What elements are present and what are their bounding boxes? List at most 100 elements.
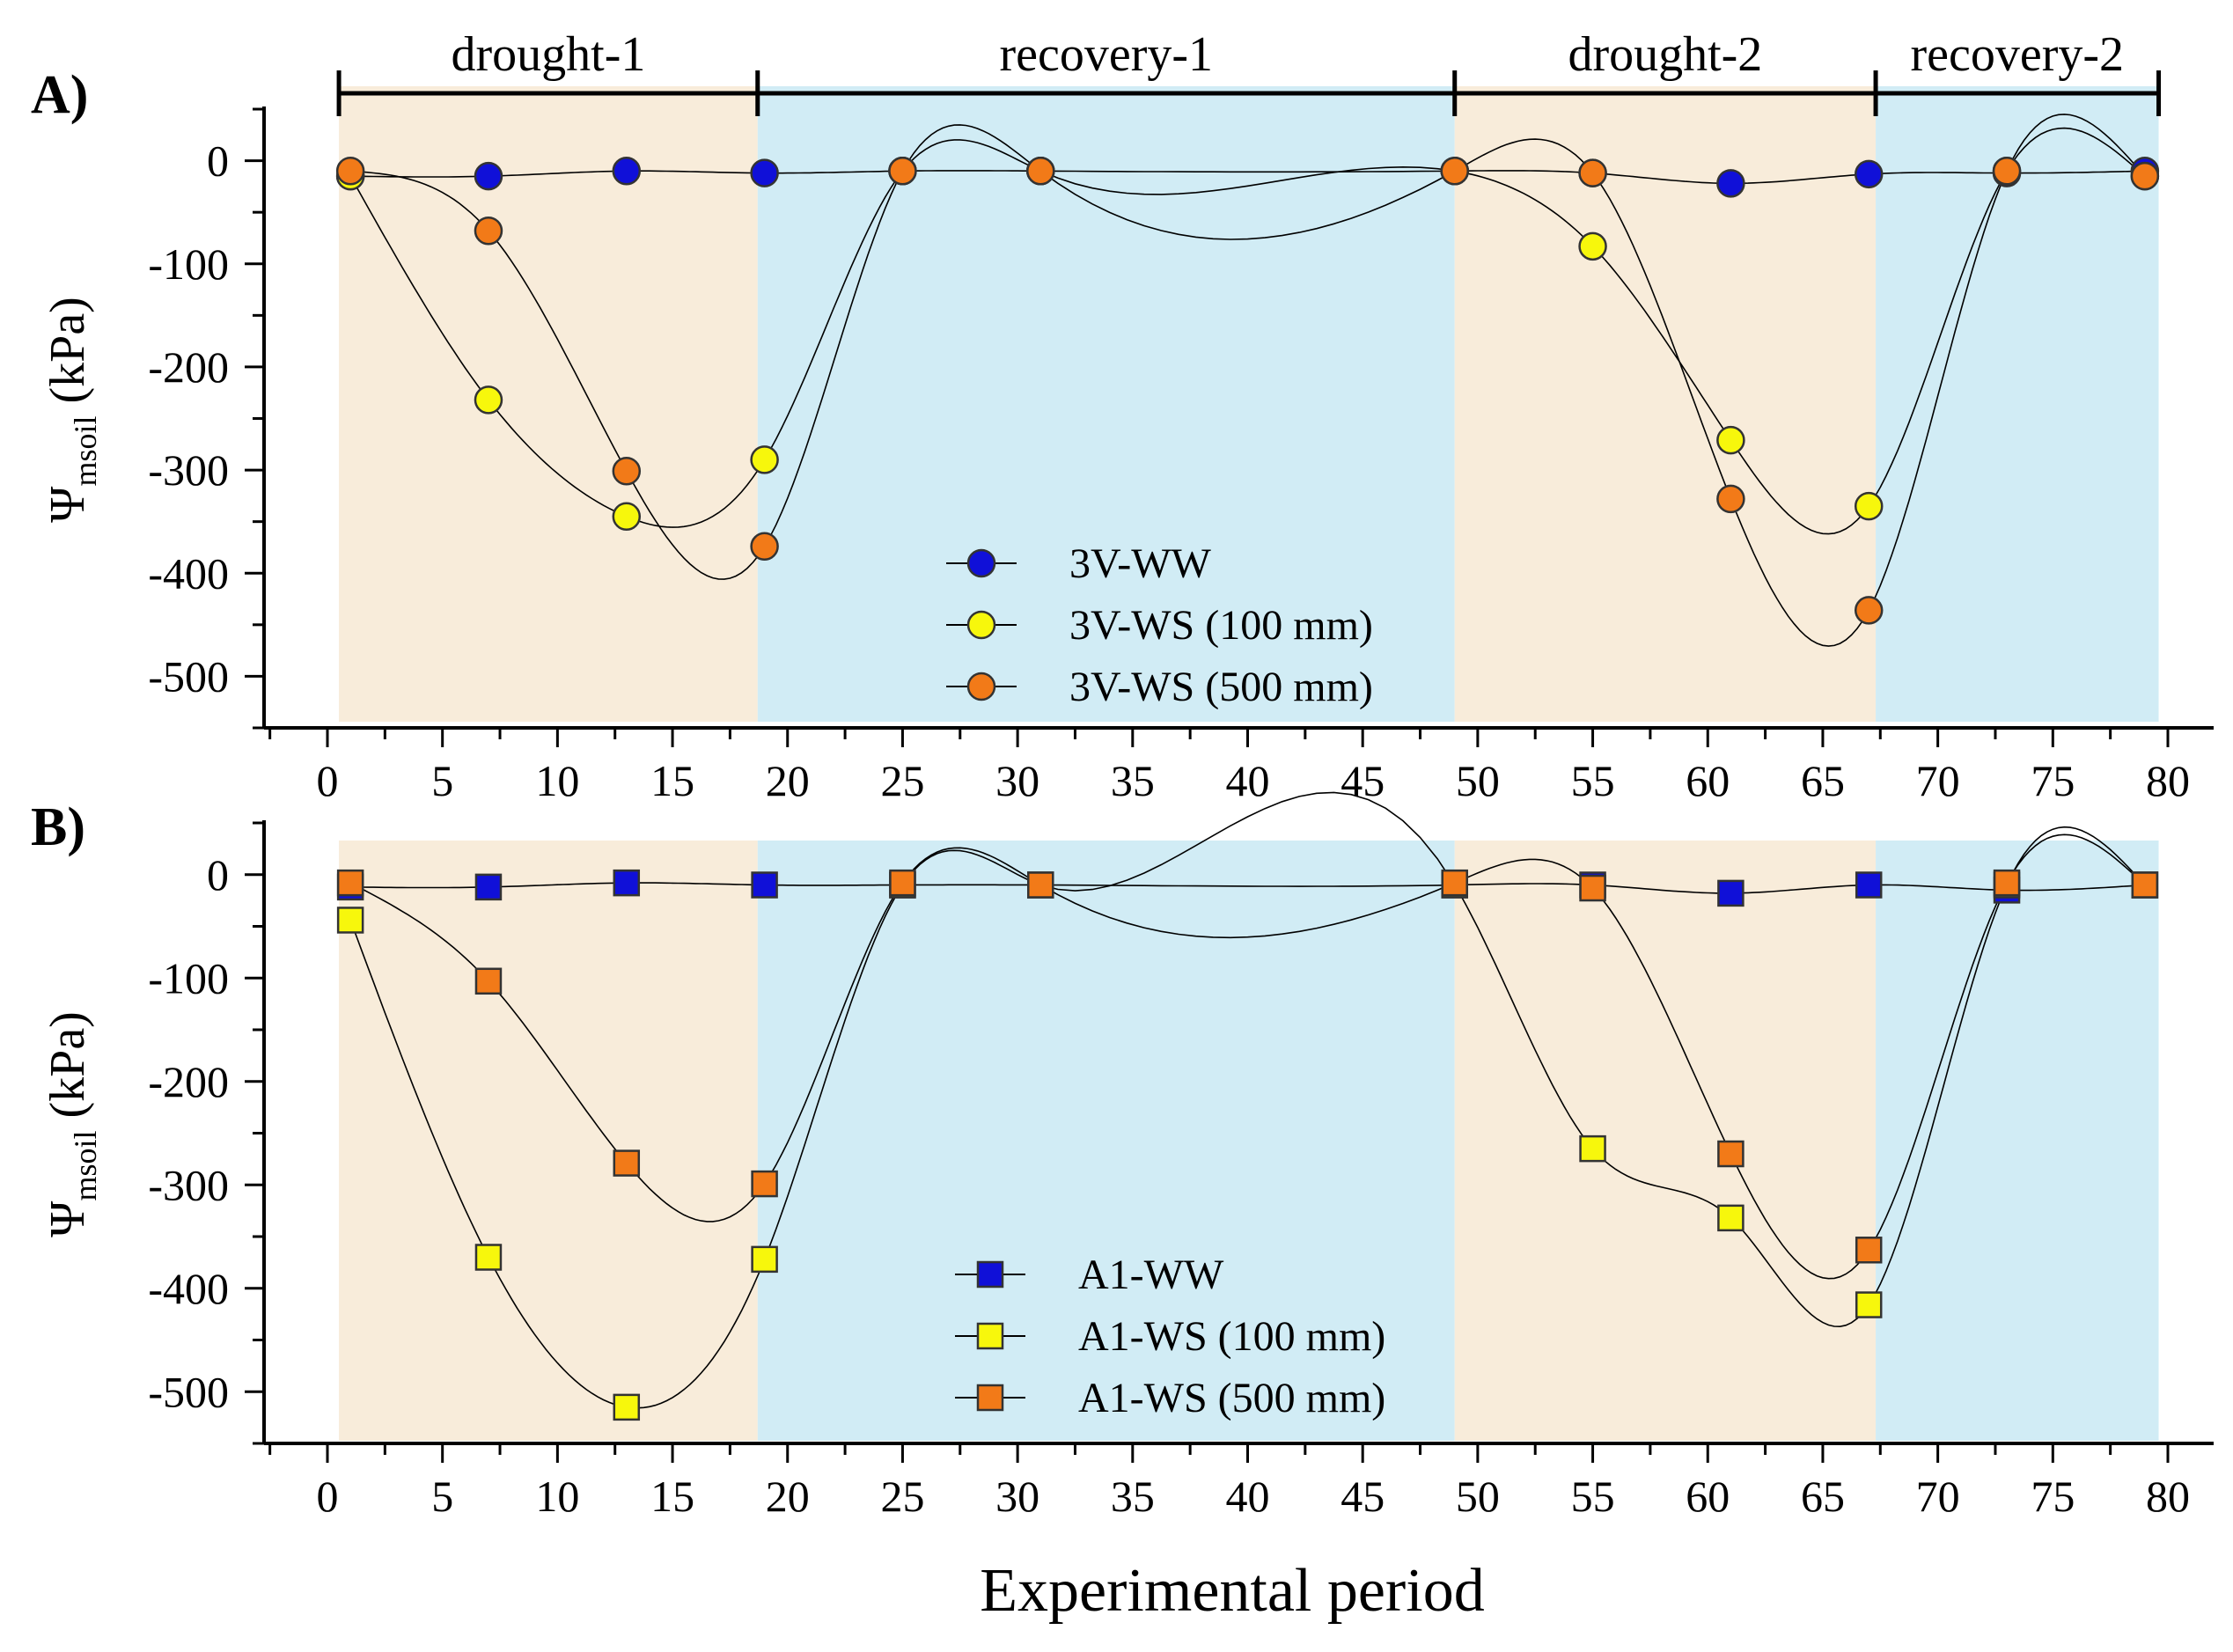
y-tick-label--300: -300 xyxy=(148,1160,229,1209)
x-tick-label-25: 25 xyxy=(880,1472,924,1521)
x-tick-label-30: 30 xyxy=(995,756,1039,805)
x-tick-label-15: 15 xyxy=(650,756,694,805)
data-point-3V-WS (500 mm)-19 xyxy=(750,532,779,562)
y-axis-title-unit: (kPa) xyxy=(40,1011,95,1130)
x-tick-label-75: 75 xyxy=(2031,756,2075,805)
legend-marker-A1-WS (100 mm) xyxy=(976,1322,1004,1350)
panel-label: B) xyxy=(31,797,85,857)
data-point-3V-WW-19 xyxy=(750,158,779,187)
x-tick-label-40: 40 xyxy=(1226,1472,1270,1521)
x-tick-label-30: 30 xyxy=(995,1472,1039,1521)
data-point-3V-WS (500 mm)-79 xyxy=(2130,161,2160,191)
legend-marker-A1-WS (500 mm) xyxy=(976,1384,1004,1412)
x-tick-label-40: 40 xyxy=(1226,756,1270,805)
data-point-3V-WS (100 mm)-67 xyxy=(1854,491,1884,521)
y-tick-label--400: -400 xyxy=(148,548,229,598)
data-point-3V-WW-7 xyxy=(474,161,503,191)
data-point-A1-WS (500 mm)-55 xyxy=(1579,874,1606,902)
data-point-3V-WS (500 mm)-25 xyxy=(888,157,917,186)
phase-label-recovery-2: recovery-2 xyxy=(1911,27,2125,82)
data-point-A1-WW-19 xyxy=(751,871,778,899)
x-tick-label-5: 5 xyxy=(431,756,453,805)
phase-band-3 xyxy=(1454,86,1877,722)
data-point-A1-WS (500 mm)-49 xyxy=(1441,869,1468,897)
data-point-3V-WS (500 mm)-61 xyxy=(1716,484,1745,514)
data-point-A1-WS (500 mm)-19 xyxy=(751,1170,778,1198)
y-tick-label--400: -400 xyxy=(148,1264,229,1313)
legend-label-3V-WW: 3V-WW xyxy=(1069,540,1212,587)
data-point-3V-WS (500 mm)-55 xyxy=(1578,158,1607,187)
y-axis-title-subscript: msoil xyxy=(68,415,103,486)
x-tick-label-5: 5 xyxy=(431,1472,453,1521)
x-tick-label-80: 80 xyxy=(2146,756,2190,805)
x-axis-title: Experimental period xyxy=(980,1557,1484,1625)
data-point-A1-WS (100 mm)-7 xyxy=(474,1244,503,1271)
legend-marker-A1-WW xyxy=(976,1260,1004,1289)
phase-band-1 xyxy=(339,86,758,722)
x-tick-label-70: 70 xyxy=(1916,1472,1960,1521)
y-tick-label--300: -300 xyxy=(148,445,229,495)
data-point-3V-WS (500 mm)-13 xyxy=(612,457,642,486)
y-axis-title: Ψmsoil (kPa) xyxy=(40,1011,103,1237)
x-tick-label-10: 10 xyxy=(535,1472,579,1521)
x-tick-label-0: 0 xyxy=(317,1472,339,1521)
y-axis-title-symbol: Ψ xyxy=(40,486,95,523)
data-point-A1-WS (100 mm)-19 xyxy=(751,1245,778,1274)
data-point-A1-WS (500 mm)-1 xyxy=(336,869,364,897)
x-tick-label-45: 45 xyxy=(1341,1472,1385,1521)
y-tick-label--100: -100 xyxy=(148,953,229,1002)
legend-marker-3V-WW xyxy=(966,548,996,578)
data-point-A1-WW-7 xyxy=(474,873,503,901)
x-tick-label-35: 35 xyxy=(1111,756,1155,805)
data-point-A1-WS (500 mm)-7 xyxy=(474,967,503,995)
data-point-3V-WS (500 mm)-31 xyxy=(1026,157,1055,186)
data-point-A1-WS (100 mm)-67 xyxy=(1855,1291,1883,1318)
data-point-3V-WS (100 mm)-55 xyxy=(1578,231,1607,261)
y-tick-label--500: -500 xyxy=(148,651,229,701)
data-point-3V-WS (100 mm)-19 xyxy=(750,445,779,474)
phase-label-recovery-1: recovery-1 xyxy=(999,27,1213,82)
data-point-3V-WS (500 mm)-7 xyxy=(474,217,503,246)
legend-label-A1-WS (500 mm): A1-WS (500 mm) xyxy=(1078,1375,1385,1421)
legend-label-3V-WS (100 mm): 3V-WS (100 mm) xyxy=(1069,602,1373,649)
y-axis-title-symbol: Ψ xyxy=(40,1200,95,1237)
data-point-3V-WS (500 mm)-67 xyxy=(1854,596,1884,625)
phase-label-drought-2: drought-2 xyxy=(1568,27,1762,82)
data-point-3V-WS (500 mm)-1 xyxy=(335,157,365,186)
x-tick-label-75: 75 xyxy=(2031,1472,2075,1521)
x-tick-label-50: 50 xyxy=(1456,1472,1500,1521)
data-point-3V-WW-13 xyxy=(612,157,642,186)
legend-marker-3V-WS (100 mm) xyxy=(966,610,996,640)
data-point-A1-WW-67 xyxy=(1855,871,1883,899)
phase-band-2 xyxy=(757,86,1455,722)
y-tick-label--100: -100 xyxy=(148,239,229,289)
y-tick-label--200: -200 xyxy=(148,1057,229,1106)
data-point-A1-WS (500 mm)-67 xyxy=(1855,1237,1883,1264)
y-tick-label--200: -200 xyxy=(148,342,229,392)
data-point-A1-WS (500 mm)-31 xyxy=(1027,871,1054,899)
y-tick-label-0: 0 xyxy=(207,850,229,899)
data-point-A1-WS (100 mm)-61 xyxy=(1717,1204,1745,1232)
x-tick-label-20: 20 xyxy=(766,756,810,805)
x-tick-label-70: 70 xyxy=(1916,756,1960,805)
x-tick-label-25: 25 xyxy=(880,756,924,805)
data-point-A1-WW-61 xyxy=(1717,879,1745,907)
data-point-A1-WS (100 mm)-13 xyxy=(613,1393,641,1421)
data-point-A1-WS (100 mm)-55 xyxy=(1579,1134,1606,1163)
data-point-3V-WW-61 xyxy=(1716,169,1745,198)
phase-band-4 xyxy=(1876,86,2159,722)
y-axis-title-unit: (kPa) xyxy=(40,297,95,415)
legend-label-A1-WS (100 mm): A1-WS (100 mm) xyxy=(1078,1313,1385,1360)
data-point-A1-WS (500 mm)-73 xyxy=(1993,869,2021,897)
x-tick-label-55: 55 xyxy=(1571,756,1615,805)
series-line-3V-WW xyxy=(350,170,2145,185)
x-tick-label-10: 10 xyxy=(535,756,579,805)
x-tick-label-80: 80 xyxy=(2146,1472,2190,1521)
series-line-A1-WS (500 mm) xyxy=(349,833,2146,1280)
data-point-A1-WS (100 mm)-1 xyxy=(336,907,364,934)
x-tick-label-45: 45 xyxy=(1341,756,1385,805)
y-axis-title-subscript: msoil xyxy=(68,1130,103,1200)
legend-label-3V-WS (500 mm): 3V-WS (500 mm) xyxy=(1069,664,1373,710)
x-tick-label-65: 65 xyxy=(1801,756,1845,805)
